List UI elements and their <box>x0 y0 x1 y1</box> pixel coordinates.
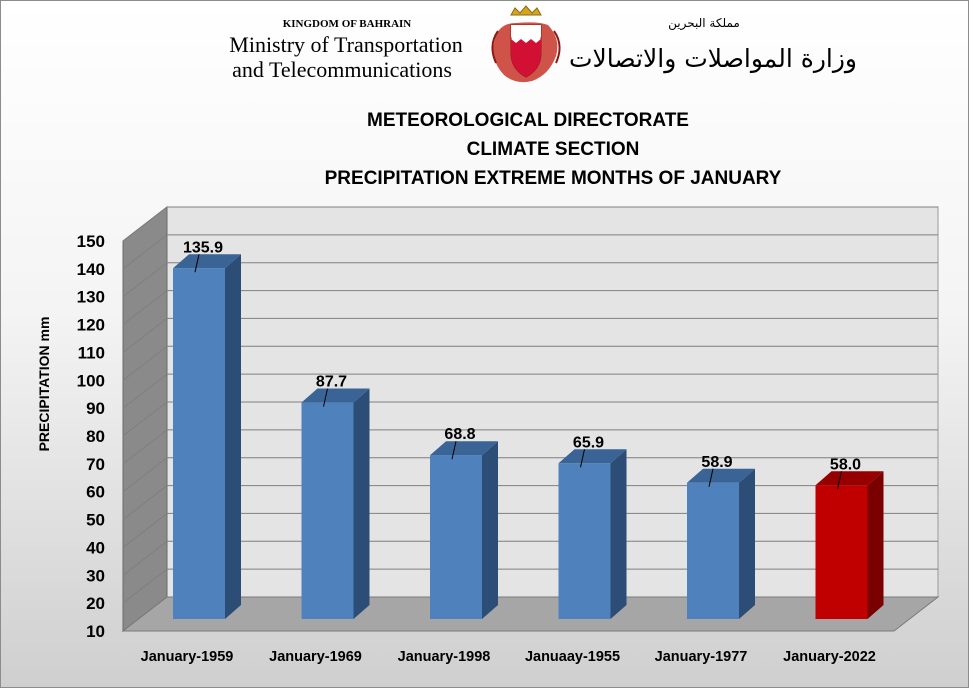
data-label-leader <box>580 449 585 468</box>
y-tick-label: 80 <box>86 427 105 446</box>
y-tick-label: 140 <box>77 260 105 279</box>
bar <box>815 485 868 619</box>
x-category-label: January-1998 <box>398 649 491 665</box>
data-label-leader <box>323 388 328 407</box>
y-tick-label: 10 <box>86 622 105 641</box>
y-tick-label: 100 <box>77 371 105 390</box>
chart-title-line-1: METEOROLOGICAL DIRECTORATE <box>367 110 689 131</box>
bar-side <box>867 471 884 619</box>
gridline-side <box>122 485 168 520</box>
arabic-kingdom-text: مملكة البحرين <box>668 16 740 31</box>
plot-area: 10 20 30 40 50 60 70 80 90 100 110 120 130 140 150 135.… <box>77 205 940 665</box>
data-label: 58.0 <box>830 456 861 473</box>
gridline-side <box>122 262 168 298</box>
y-tick-label: 150 <box>77 232 105 251</box>
data-label-leader <box>194 254 200 273</box>
ministry-line-2: and Telecommunications <box>232 57 452 82</box>
y-tick-label: 110 <box>78 343 105 362</box>
data-label: 135.9 <box>183 239 223 256</box>
bar <box>430 455 482 619</box>
gridline-side <box>122 290 168 325</box>
y-tick-label: 70 <box>86 455 105 474</box>
data-label: 87.7 <box>316 374 347 391</box>
gridline-side <box>122 401 168 437</box>
x-category-label: January-1977 <box>655 649 748 665</box>
chart-title-line-2: CLIMATE SECTION <box>467 139 640 160</box>
y-tick-label: 120 <box>77 316 105 335</box>
bar-top <box>558 449 627 464</box>
y-tick-label: 20 <box>86 594 105 613</box>
gridline-side <box>122 234 168 270</box>
gridline-side <box>122 318 168 353</box>
x-category-label: January-1969 <box>269 649 362 665</box>
y-tick-label: 130 <box>77 288 105 307</box>
y-tick-label: 40 <box>86 538 105 557</box>
data-label-leader <box>837 471 842 490</box>
bar-top <box>687 468 755 483</box>
x-category-label: January-2022 <box>783 649 876 665</box>
y-tick-label: 50 <box>86 511 105 530</box>
x-category-label: Januaay-1955 <box>525 649 620 665</box>
gridline-side <box>122 206 168 242</box>
gridline-side <box>122 457 168 493</box>
data-label: 68.8 <box>444 426 475 443</box>
bahrain-emblem-icon <box>491 5 561 83</box>
bar-top <box>301 388 370 403</box>
bar <box>173 268 225 619</box>
gridline-side <box>122 540 168 576</box>
bar <box>301 402 354 619</box>
arabic-ministry-text: وزارة المواصلات والاتصالات <box>569 44 857 74</box>
bar-side <box>353 388 370 619</box>
bar-side <box>482 441 498 619</box>
bar-side <box>610 449 627 619</box>
ministry-line-1: Ministry of Transportation <box>229 32 462 57</box>
gridline-side <box>122 429 168 465</box>
chart-title-line-3: PRECIPITATION EXTREME MONTHS OF JANUARY <box>325 168 782 189</box>
data-label-leader <box>451 441 457 460</box>
bar-top <box>430 441 498 456</box>
gridline-side <box>122 345 168 381</box>
data-label-leader <box>708 468 714 487</box>
y-tick-label: 30 <box>86 566 105 585</box>
y-axis-label: PRECIPITATION mm <box>36 317 52 452</box>
x-category-label: January-1959 <box>141 649 234 665</box>
kingdom-text: KINGDOM OF BAHRAIN <box>283 18 412 30</box>
bar <box>558 463 611 619</box>
gridline-side <box>122 513 168 548</box>
bar-top <box>815 471 884 486</box>
y-tick-label: 60 <box>86 483 105 502</box>
bar-side <box>225 254 241 619</box>
gridline-side <box>122 373 168 409</box>
data-label: 65.9 <box>573 434 604 451</box>
bar <box>687 482 739 619</box>
data-label: 58.9 <box>701 454 732 471</box>
gridline-side <box>122 568 168 604</box>
y-tick-label: 90 <box>86 399 105 418</box>
bar-top <box>173 254 241 269</box>
bar-side <box>739 468 755 619</box>
